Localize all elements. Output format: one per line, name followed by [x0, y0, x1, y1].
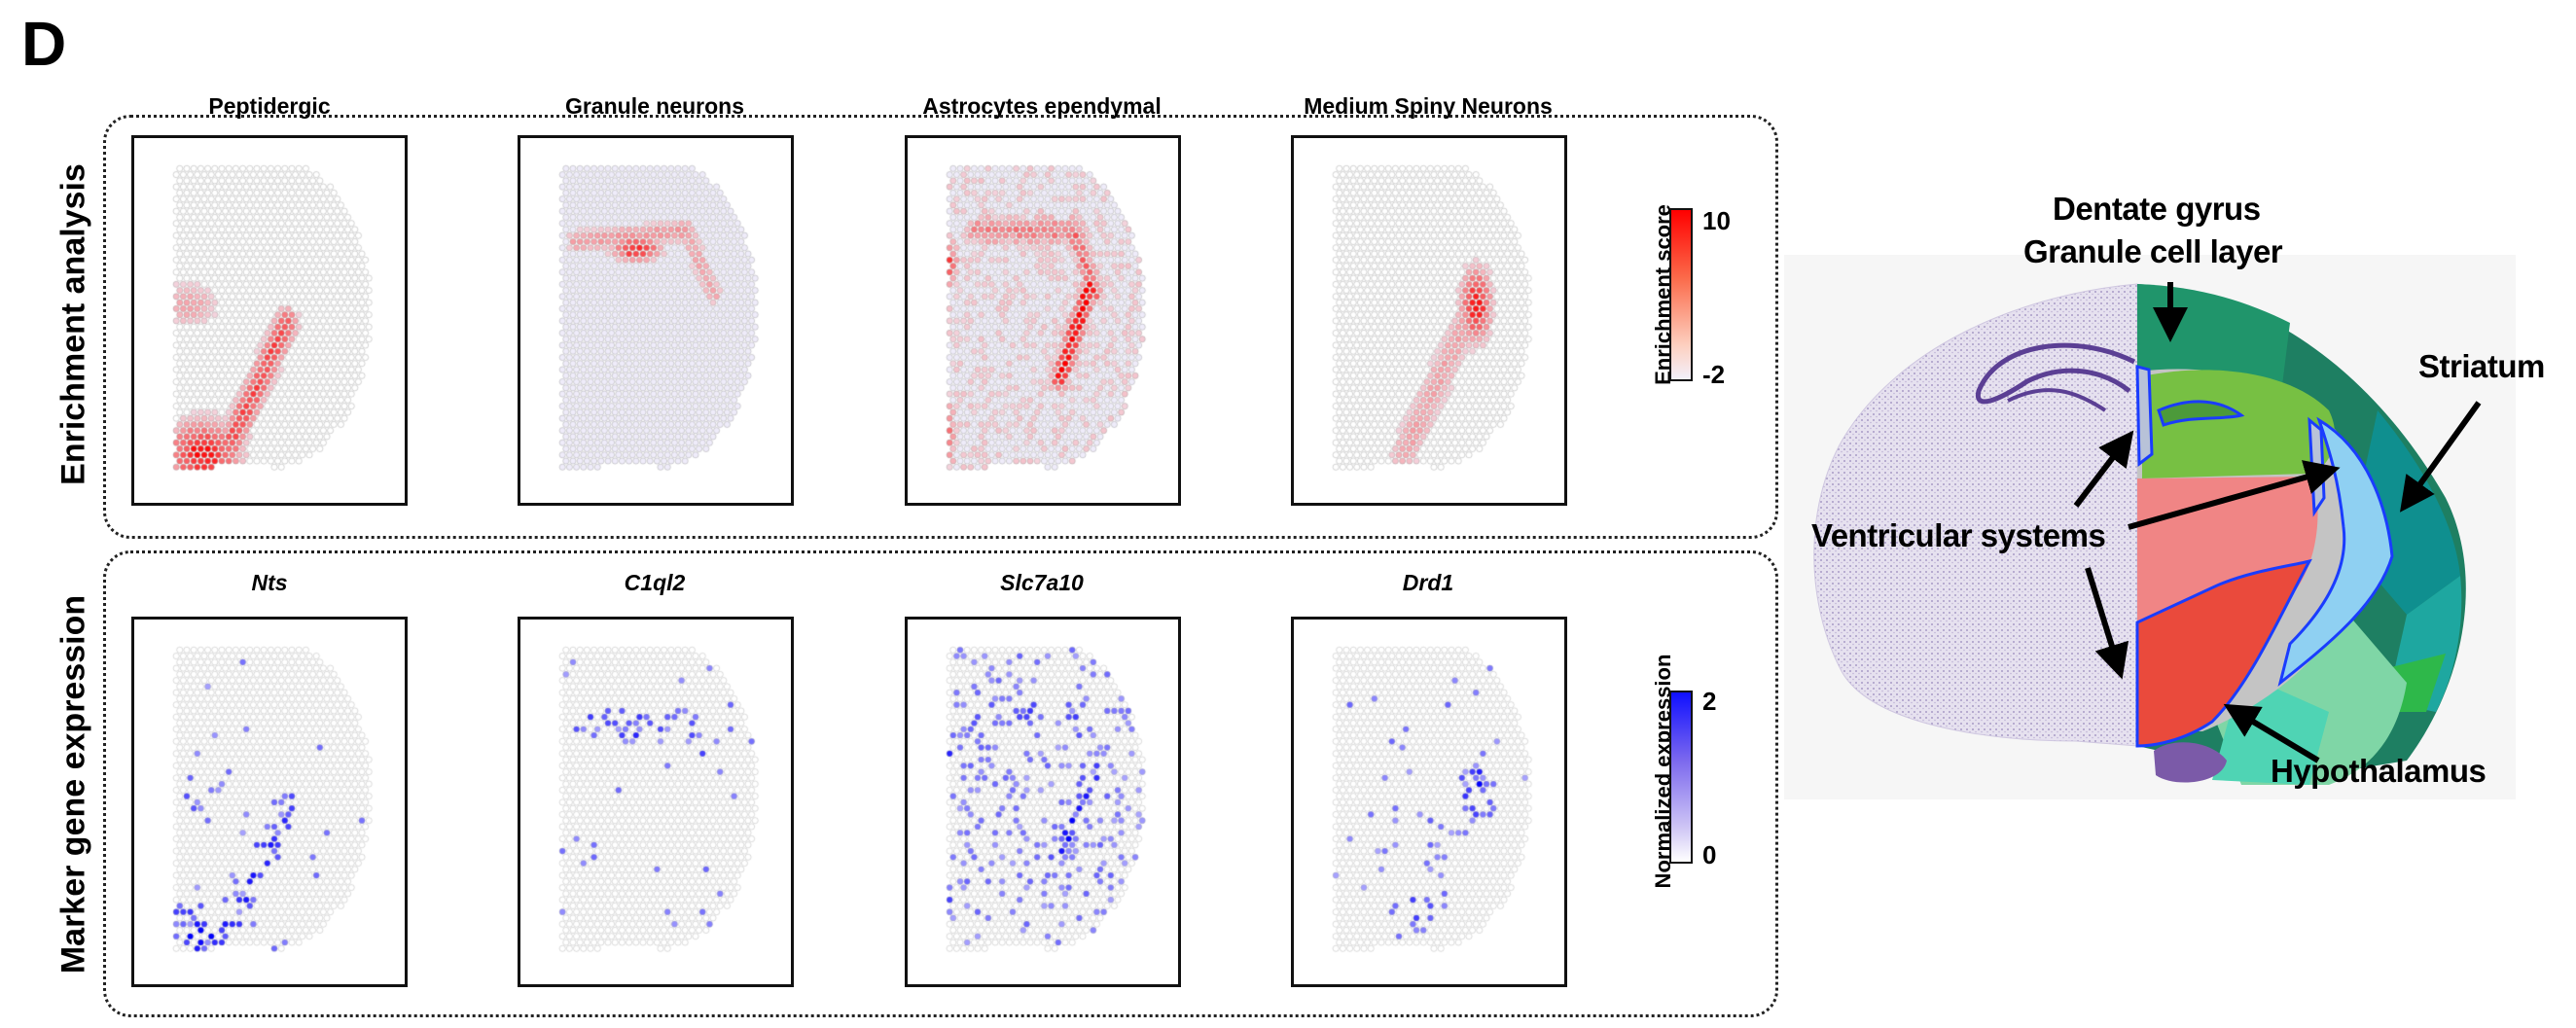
row-label-enrichment: Enrichment analysis: [54, 163, 92, 485]
label-ventricular-systems: Ventricular systems: [1811, 517, 2106, 553]
spatial-map-slc7a10: [905, 617, 1184, 990]
spatial-map-granule-neurons: [518, 135, 797, 509]
spatial-map-nts: [131, 617, 411, 990]
label-dentate-gyrus: Dentate gyrus: [2053, 191, 2261, 227]
spatial-map-drd1: [1291, 617, 1570, 990]
spot-map: [520, 138, 797, 509]
spot-map: [520, 620, 797, 990]
panel-title: Nts: [251, 570, 288, 595]
spatial-map-c1ql2: [518, 617, 797, 990]
arrow-ventricle-3: [2085, 567, 2129, 680]
arrow-striatum: [2399, 401, 2482, 513]
colorbar-min-label: 0: [1702, 840, 1717, 869]
ventricle-left: [2135, 365, 2154, 468]
spot-map: [134, 138, 411, 509]
colorbar-min-label: -2: [1702, 360, 1726, 389]
hippocampus-nissl: [1975, 342, 2136, 405]
arrow-ventricle-2: [2128, 460, 2341, 530]
colorbar-max-label: 10: [1702, 206, 1731, 235]
spot-map: [1294, 138, 1570, 509]
arrow-ventricle-1: [2073, 430, 2134, 508]
spatial-map-astrocytes-ependymal: [905, 135, 1184, 509]
spot-map: [908, 138, 1184, 509]
colorbar-max-label: 2: [1702, 687, 1717, 716]
spatial-map-peptidergic: [131, 135, 411, 509]
label-granule-cell-layer: Granule cell layer: [2023, 233, 2283, 269]
panel-title: C1ql2: [624, 570, 686, 595]
panel-title: Granule neurons: [564, 93, 745, 119]
dentate-gyrus-outline: [2157, 400, 2245, 427]
panel-title: Medium Spiny Neurons: [1304, 93, 1553, 119]
panel-title: Astrocytes ependymal: [922, 93, 1162, 119]
spatial-map-medium-spiny-neurons: [1291, 135, 1570, 509]
brain-atlas-image: [1784, 255, 2516, 799]
panel-title: Slc7a10: [1000, 570, 1084, 595]
row-label-marker-gene: Marker gene expression: [54, 594, 92, 975]
annotation-arrows: [2073, 282, 2482, 763]
brainstem-nissl: [2154, 742, 2227, 783]
colorbar-expression: [1669, 691, 1693, 864]
label-striatum: Striatum: [2418, 348, 2545, 384]
nissl-hemisphere: [1813, 283, 2138, 747]
panel-title: Peptidergic: [208, 93, 331, 119]
striatum-region: [2277, 416, 2394, 687]
enrichment-analysis-box: [103, 115, 1778, 539]
hippocampus-region: [2142, 370, 2336, 479]
hypothalamus-region: [2135, 558, 2312, 748]
spot-map: [908, 620, 1184, 990]
figure-panel-label: D: [21, 9, 67, 79]
label-hypothalamus: Hypothalamus: [2271, 753, 2487, 789]
colorbar-enrichment: [1669, 208, 1693, 381]
spot-map: [1294, 620, 1570, 990]
spot-map: [134, 620, 411, 990]
arrow-hypothalamus: [2223, 703, 2320, 763]
panel-title: Drd1: [1402, 570, 1454, 595]
marker-gene-expression-box: [103, 550, 1778, 1017]
